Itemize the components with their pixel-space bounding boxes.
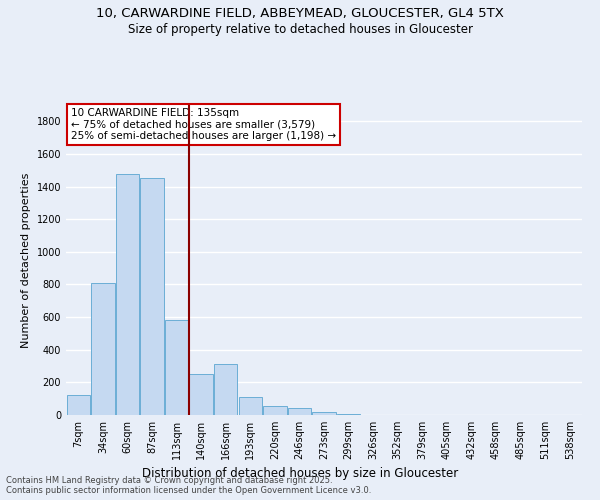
Bar <box>337 414 360 415</box>
Text: Contains HM Land Registry data © Crown copyright and database right 2025.
Contai: Contains HM Land Registry data © Crown c… <box>6 476 371 495</box>
Bar <box>263 406 287 415</box>
Text: Distribution of detached houses by size in Gloucester: Distribution of detached houses by size … <box>142 468 458 480</box>
Text: 10 CARWARDINE FIELD: 135sqm
← 75% of detached houses are smaller (3,579)
25% of : 10 CARWARDINE FIELD: 135sqm ← 75% of det… <box>71 108 336 142</box>
Text: 10, CARWARDINE FIELD, ABBEYMEAD, GLOUCESTER, GL4 5TX: 10, CARWARDINE FIELD, ABBEYMEAD, GLOUCES… <box>96 8 504 20</box>
Text: Size of property relative to detached houses in Gloucester: Size of property relative to detached ho… <box>128 22 473 36</box>
Bar <box>288 408 311 415</box>
Bar <box>67 396 90 415</box>
Bar <box>214 364 238 415</box>
Bar <box>165 320 188 415</box>
Y-axis label: Number of detached properties: Number of detached properties <box>21 172 31 348</box>
Bar <box>239 397 262 415</box>
Bar <box>190 374 213 415</box>
Bar <box>313 412 335 415</box>
Bar <box>116 174 139 415</box>
Bar <box>140 178 164 415</box>
Bar <box>91 283 115 415</box>
